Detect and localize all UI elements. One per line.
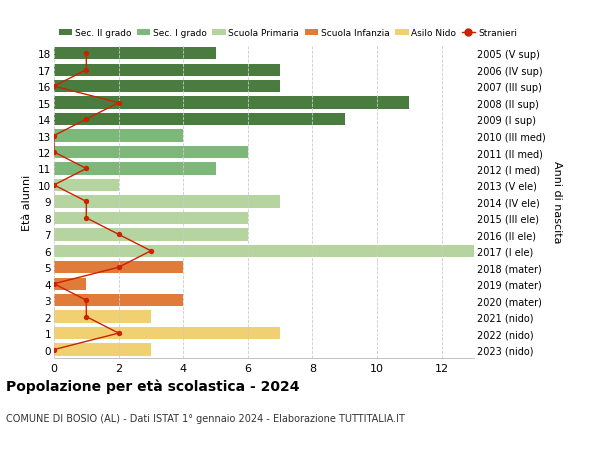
Bar (54, 179, 119, 192)
Point (82, 297, 91, 304)
Bar (54, 196, 280, 208)
Bar (54, 97, 409, 110)
Bar (54, 278, 86, 290)
Bar (54, 294, 183, 307)
Bar (54, 130, 183, 142)
Point (82, 116, 91, 123)
Bar (54, 146, 248, 159)
Point (114, 231, 124, 239)
Point (114, 264, 124, 271)
Bar (54, 163, 215, 175)
Bar (54, 245, 474, 257)
Point (49, 280, 59, 288)
Y-axis label: Anni di nascita: Anni di nascita (552, 161, 562, 243)
Bar (54, 229, 248, 241)
Y-axis label: Età alunni: Età alunni (22, 174, 32, 230)
Point (82, 67, 91, 74)
Point (82, 50, 91, 58)
Bar (54, 344, 151, 356)
Bar (54, 327, 280, 340)
Text: Popolazione per età scolastica - 2024: Popolazione per età scolastica - 2024 (6, 379, 299, 393)
Point (114, 100, 124, 107)
Point (82, 215, 91, 222)
Text: COMUNE DI BOSIO (AL) - Dati ISTAT 1° gennaio 2024 - Elaborazione TUTTITALIA.IT: COMUNE DI BOSIO (AL) - Dati ISTAT 1° gen… (6, 413, 405, 423)
Point (49, 182, 59, 189)
Point (82, 165, 91, 173)
Point (82, 313, 91, 321)
Point (49, 346, 59, 353)
Legend: Sec. II grado, Sec. I grado, Scuola Primaria, Scuola Infanzia, Asilo Nido, Stran: Sec. II grado, Sec. I grado, Scuola Prim… (59, 29, 517, 38)
Point (82, 198, 91, 206)
Bar (54, 114, 345, 126)
Point (49, 149, 59, 157)
Bar (54, 48, 215, 60)
Point (49, 83, 59, 90)
Bar (54, 81, 280, 93)
Point (49, 133, 59, 140)
Bar (54, 311, 151, 323)
Point (114, 330, 124, 337)
Bar (54, 262, 183, 274)
Point (146, 247, 156, 255)
Bar (54, 212, 248, 224)
Bar (54, 64, 280, 77)
